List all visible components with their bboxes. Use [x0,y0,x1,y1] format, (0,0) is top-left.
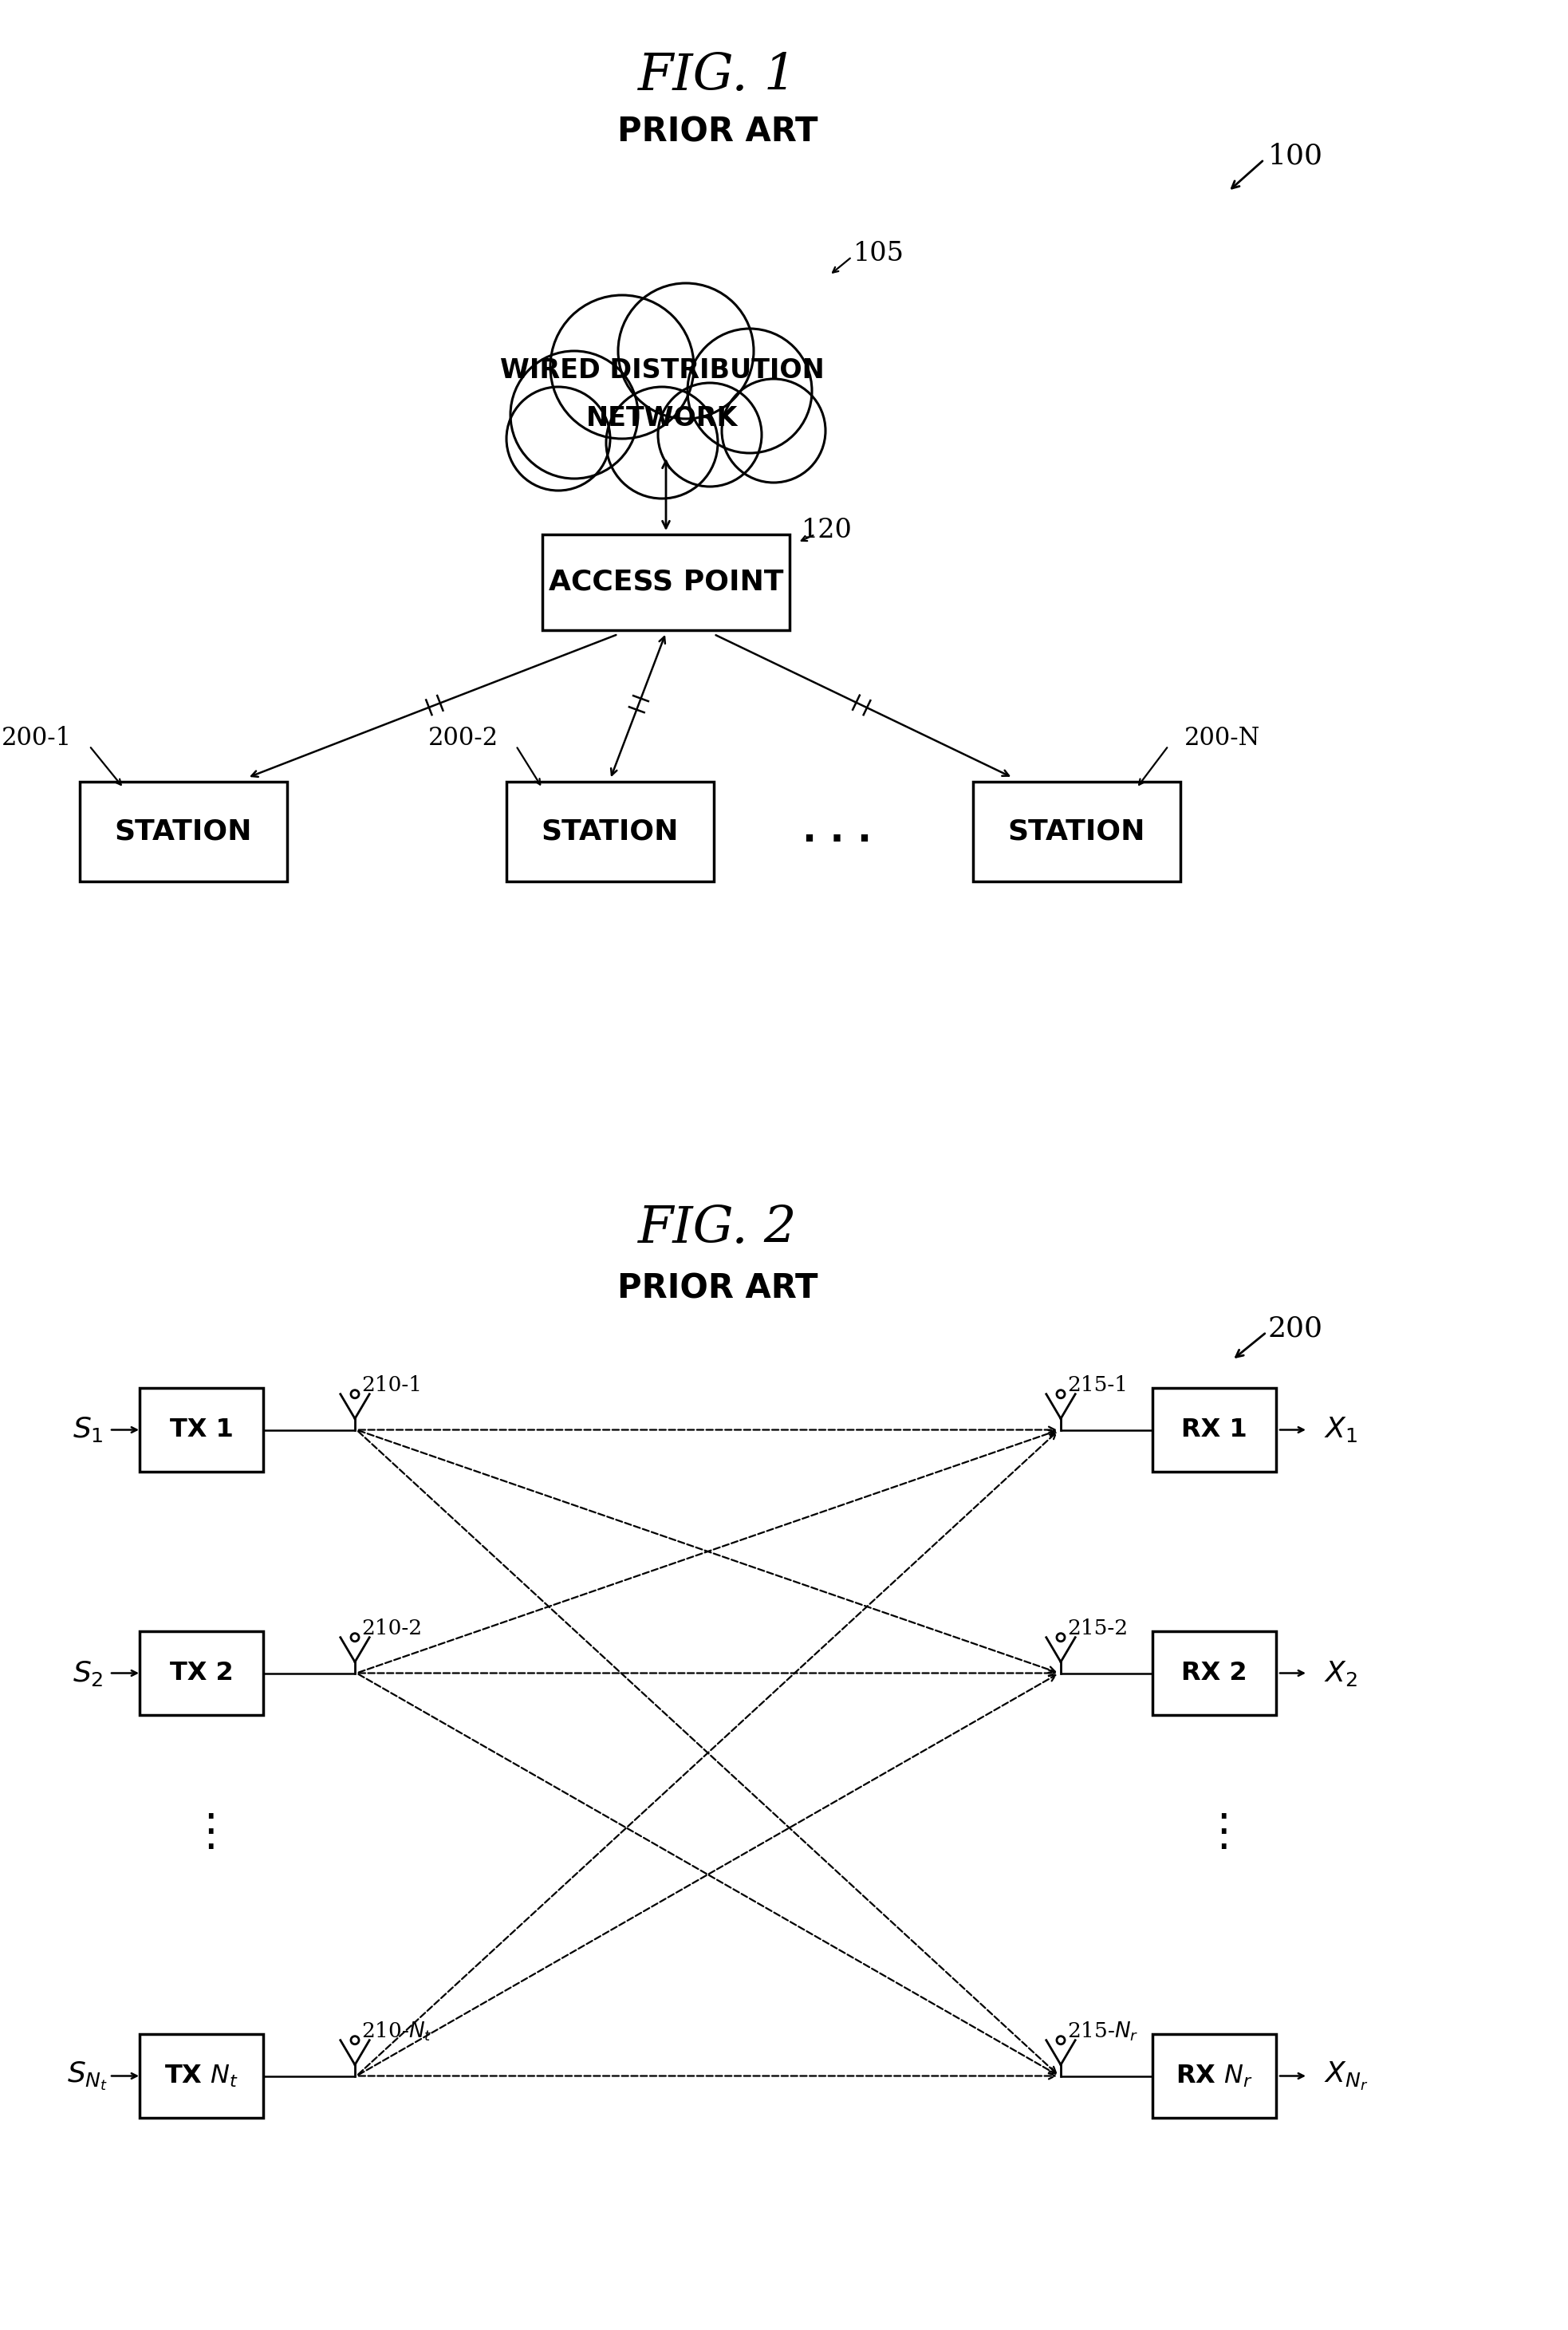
Text: TX 2: TX 2 [169,1661,234,1685]
Bar [506,783,713,881]
Text: ACCESS POINT: ACCESS POINT [549,569,784,596]
Text: $\vdots$: $\vdots$ [1201,1810,1228,1855]
Text: . . .: . . . [803,813,872,850]
Text: 200: 200 [1269,1314,1323,1342]
Circle shape [511,352,638,478]
Text: $\vdots$: $\vdots$ [188,1810,215,1855]
Text: 105: 105 [853,240,905,266]
Text: $S_1$: $S_1$ [72,1414,103,1445]
Bar [80,783,287,881]
Circle shape [659,382,762,487]
Bar [140,2034,263,2118]
Circle shape [721,380,825,482]
Circle shape [506,387,610,492]
Circle shape [550,296,695,438]
Text: STATION: STATION [1008,818,1146,846]
Text: NETWORK: NETWORK [586,405,739,431]
Text: 210-2: 210-2 [361,1619,422,1638]
Text: 100: 100 [1269,142,1323,170]
Text: 215-1: 215-1 [1068,1375,1127,1396]
Bar [1152,2034,1276,2118]
Bar [1152,1389,1276,1473]
Text: FIG. 2: FIG. 2 [638,1205,798,1254]
Bar [543,534,790,629]
Text: 200-1: 200-1 [2,725,72,750]
Text: STATION: STATION [541,818,679,846]
Text: RX $N_r$: RX $N_r$ [1176,2062,1253,2090]
Circle shape [607,387,718,499]
Text: 120: 120 [801,517,853,543]
Text: 210-1: 210-1 [361,1375,422,1396]
Bar [1152,1631,1276,1715]
Text: TX $N_t$: TX $N_t$ [165,2062,238,2090]
Bar [140,1389,263,1473]
Text: 210-$N_t$: 210-$N_t$ [361,2020,433,2043]
Text: RX 2: RX 2 [1181,1661,1247,1685]
Text: FIG. 1: FIG. 1 [638,51,798,100]
Text: PRIOR ART: PRIOR ART [618,1272,818,1305]
Text: $X_1$: $X_1$ [1323,1414,1358,1445]
Text: $S_{N_t}$: $S_{N_t}$ [67,2060,108,2092]
Text: TX 1: TX 1 [169,1417,234,1442]
Text: 215-2: 215-2 [1068,1619,1127,1638]
Text: 200-N: 200-N [1184,725,1261,750]
Text: $X_2$: $X_2$ [1323,1659,1358,1687]
Text: 215-$N_r$: 215-$N_r$ [1068,2020,1138,2043]
Text: PRIOR ART: PRIOR ART [618,117,818,149]
Circle shape [618,284,754,419]
Text: $S_2$: $S_2$ [72,1659,103,1687]
Text: STATION: STATION [114,818,252,846]
Circle shape [687,329,812,452]
Text: WIRED DISTRIBUTION: WIRED DISTRIBUTION [500,359,825,384]
Bar [140,1631,263,1715]
Text: $X_{N_r}$: $X_{N_r}$ [1323,2060,1369,2092]
Text: 200-2: 200-2 [428,725,499,750]
Text: RX 1: RX 1 [1181,1417,1247,1442]
Bar [974,783,1181,881]
